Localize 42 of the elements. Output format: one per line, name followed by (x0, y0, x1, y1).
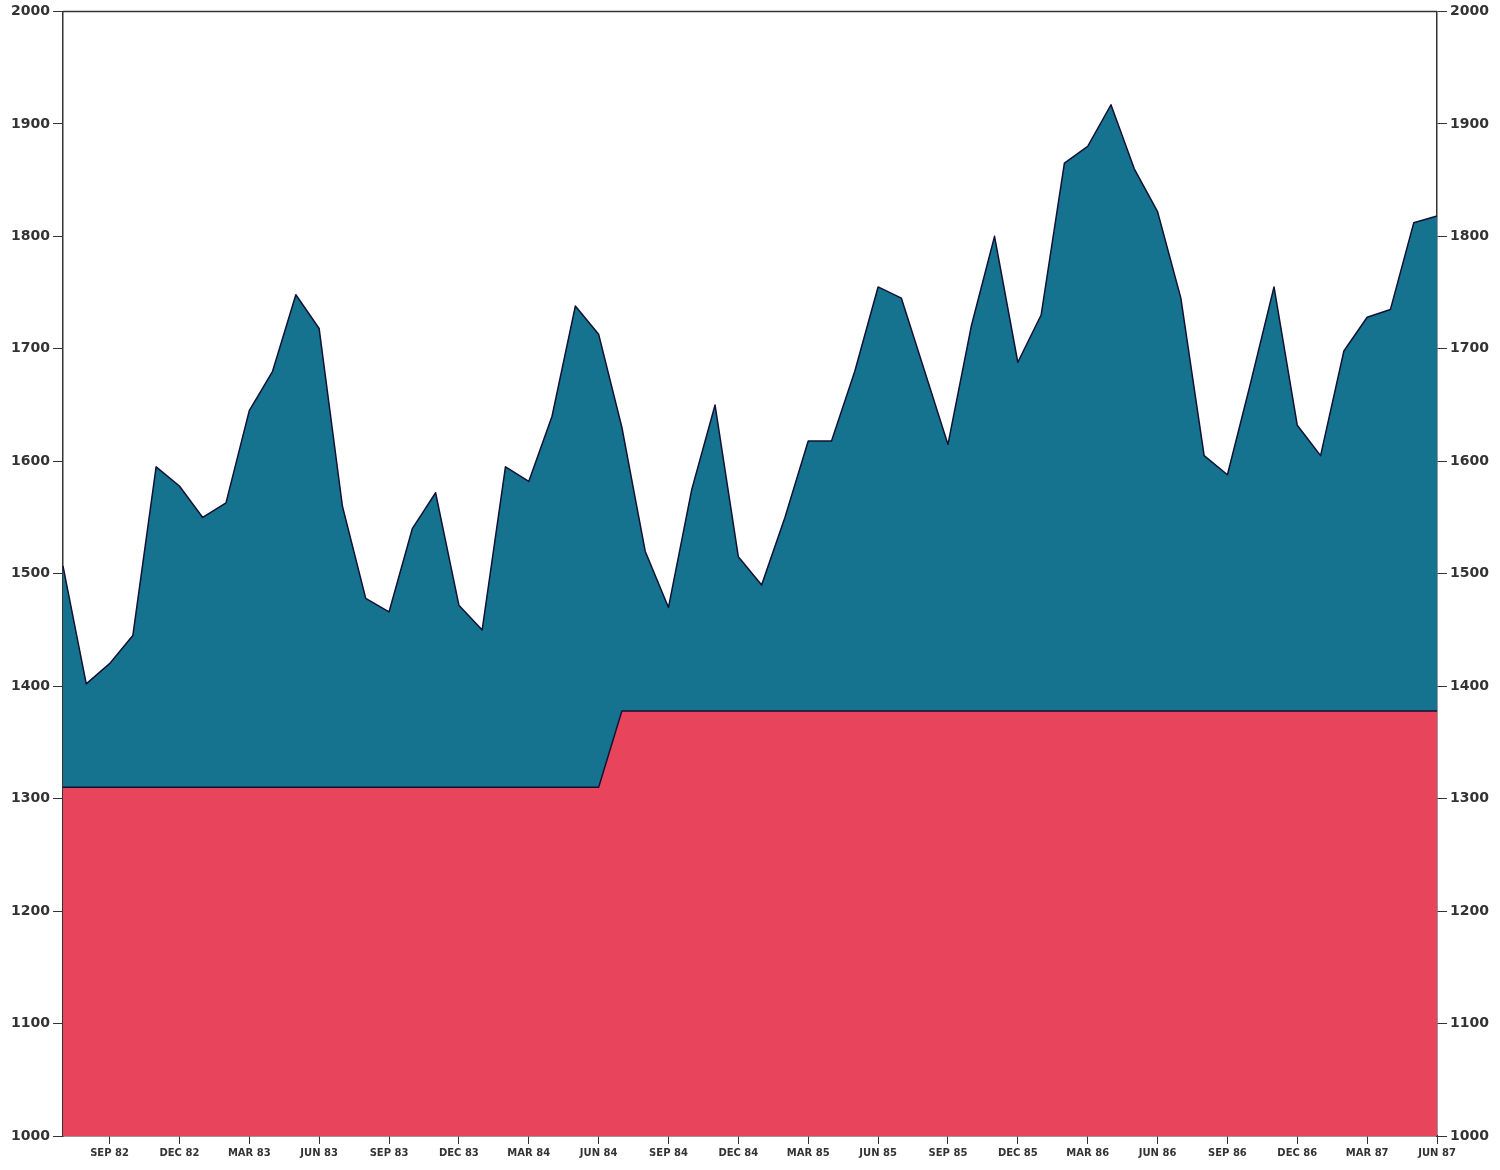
x-tick-label: MAR 84 (507, 1146, 551, 1158)
x-tick-label: JUN 85 (858, 1146, 897, 1158)
x-tick-label: MAR 85 (786, 1146, 830, 1158)
x-tick-label: JUN 86 (1137, 1146, 1177, 1158)
x-tick-label: MAR 86 (1066, 1146, 1110, 1158)
y-tick-label: 2000 (11, 2, 51, 19)
x-tick-label: JUN 87 (1417, 1146, 1456, 1158)
x-tick-label: DEC 85 (997, 1146, 1038, 1158)
y-tick-label: 1000 (11, 1126, 51, 1143)
x-tick-label: DEC 82 (159, 1146, 200, 1158)
y2-tick-label: 1000 (1450, 1126, 1490, 1143)
x-tick-label: DEC 84 (718, 1146, 759, 1158)
x-tick-label: SEP 86 (1208, 1146, 1247, 1158)
x-tick-label: SEP 83 (369, 1146, 409, 1158)
x-tick-label: JUN 84 (578, 1146, 618, 1158)
y2-tick-label: 1700 (1450, 339, 1490, 356)
y2-tick-label: 1100 (1450, 1014, 1490, 1031)
y2-tick-label: 1900 (1450, 114, 1490, 131)
y-tick-label: 1100 (11, 1014, 51, 1031)
x-tick-label: SEP 84 (649, 1146, 688, 1158)
y2-tick-label: 1800 (1450, 226, 1490, 243)
y2-tick-label: 1300 (1450, 789, 1490, 806)
y2-tick-label: 1500 (1450, 564, 1490, 581)
y-tick-label: 1500 (11, 564, 51, 581)
y-tick-label: 1900 (11, 114, 51, 131)
y2-tick-label: 1200 (1450, 901, 1490, 918)
y2-tick-label: 1400 (1450, 676, 1490, 693)
x-tick-label: DEC 83 (438, 1146, 479, 1158)
x-tick-label: SEP 82 (90, 1146, 129, 1158)
y-tick-label: 1600 (11, 451, 51, 468)
x-tick-label: JUN 83 (299, 1146, 338, 1158)
y-tick-label: 1400 (11, 676, 51, 693)
y-tick-label: 1800 (11, 226, 51, 243)
y2-tick-label: 2000 (1450, 2, 1490, 19)
y-tick-label: 1300 (11, 789, 51, 806)
x-tick-label: MAR 83 (227, 1146, 271, 1158)
y-tick-label: 1200 (11, 901, 51, 918)
x-tick-label: MAR 87 (1345, 1146, 1389, 1158)
x-tick-label: SEP 85 (928, 1146, 968, 1158)
y2-tick-label: 1600 (1450, 451, 1490, 468)
y-tick-label: 1700 (11, 339, 51, 356)
x-tick-label: DEC 86 (1277, 1146, 1318, 1158)
